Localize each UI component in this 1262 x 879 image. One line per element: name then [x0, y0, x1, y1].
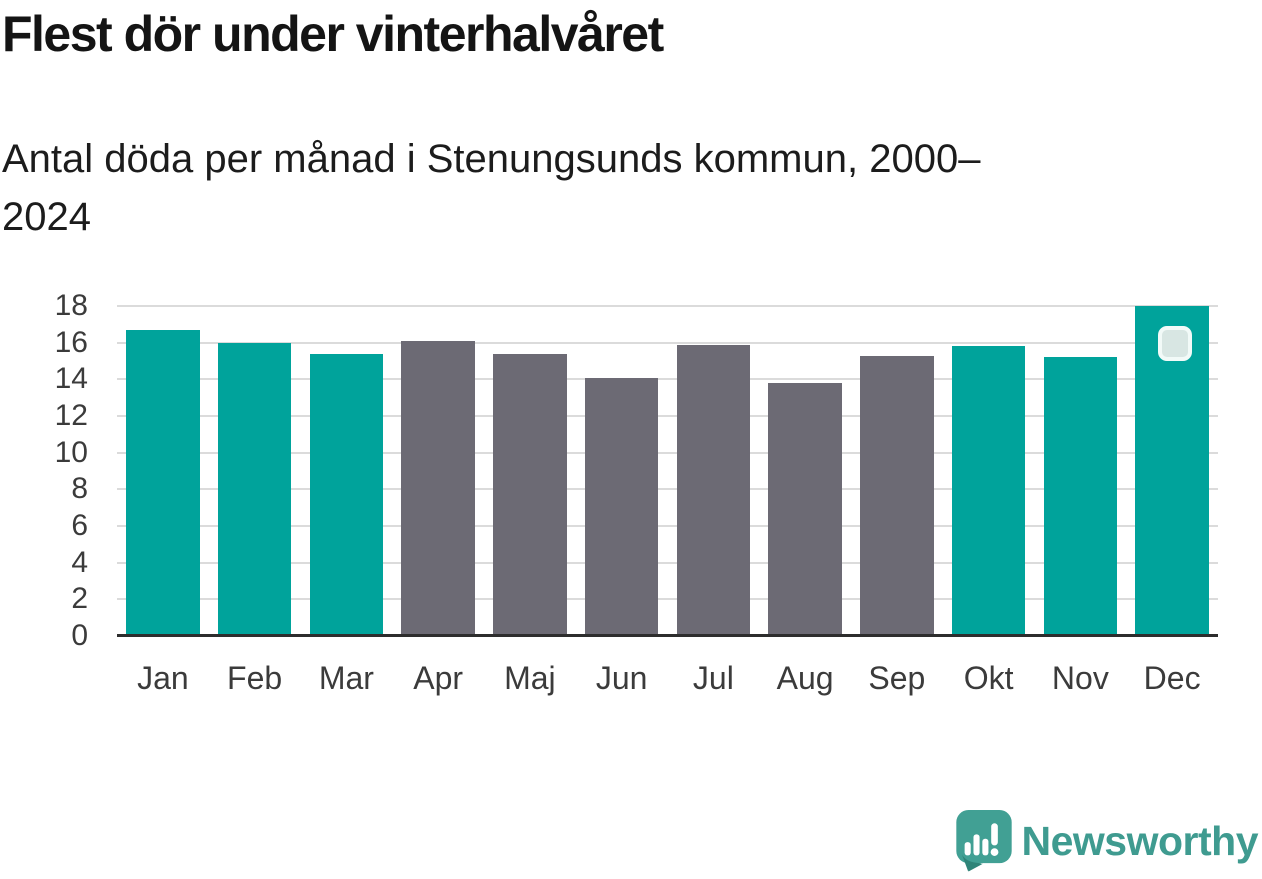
x-tick-label-apr: Apr	[413, 660, 464, 696]
x-tick-label-maj: Maj	[504, 660, 556, 696]
bar-series	[117, 306, 1218, 636]
x-tick-label-jul: Jul	[692, 660, 734, 696]
x-tick-label-mar: Mar	[318, 660, 374, 696]
gridline-y-6	[117, 525, 1218, 527]
bar-jul	[676, 344, 751, 636]
x-tick-label-aug: Aug	[776, 660, 834, 696]
gridline-y-8	[117, 488, 1218, 491]
bar-cell-jan	[117, 306, 209, 636]
y-tick-label-0: 0	[71, 619, 88, 652]
y-tick-label-18: 18	[54, 289, 88, 322]
bar-mar	[309, 353, 384, 636]
gridline-y-18	[117, 305, 1218, 307]
bar-cell-mar	[301, 306, 393, 636]
x-tick-label-jan: Jan	[137, 660, 189, 696]
bar-feb	[217, 342, 292, 636]
x-axis-line	[117, 634, 1218, 637]
bar-nov	[1043, 357, 1118, 636]
y-tick-label-4: 4	[71, 545, 88, 579]
gridline-y-14	[117, 378, 1218, 381]
rounded-square-marker	[1158, 326, 1193, 361]
y-tick-label-12: 12	[54, 399, 88, 432]
newsworthy-wordmark: Newsworthy	[1021, 817, 1259, 864]
bar-cell-dec	[1126, 306, 1218, 636]
bar-sep	[860, 355, 934, 636]
gridline-y-10	[117, 451, 1218, 454]
bar-cell-jun	[576, 306, 668, 636]
y-tick-label-10: 10	[54, 435, 88, 469]
chart-title: Flest dör under vinterhalvåret	[2, 6, 664, 62]
y-tick-label-6: 6	[71, 509, 88, 542]
bar-aug	[768, 383, 842, 636]
plot-area	[117, 305, 1218, 637]
bar-cell-maj	[484, 306, 576, 636]
gridline-y-4	[117, 561, 1218, 564]
bar-cell-apr	[392, 306, 484, 636]
gridline-y-16	[117, 341, 1218, 344]
newsworthy-speech-bubble-chart-icon	[955, 810, 1012, 872]
bar-cell-okt	[943, 306, 1035, 636]
bar-cell-jul	[668, 306, 760, 636]
y-tick-label-8: 8	[71, 472, 88, 506]
chart-subtitle: Antal döda per månad i Stenungsunds komm…	[2, 137, 981, 239]
bar-cell-sep	[851, 306, 943, 636]
y-tick-label-14: 14	[54, 362, 88, 396]
bar-jan	[126, 329, 200, 636]
x-tick-label-dec: Dec	[1143, 660, 1201, 696]
bar-cell-nov	[1035, 306, 1127, 636]
gridline-y-2	[117, 598, 1218, 601]
bar-jun	[584, 377, 659, 636]
x-tick-label-nov: Nov	[1051, 660, 1109, 696]
bar-apr	[401, 340, 475, 636]
bar-okt	[951, 346, 1026, 636]
x-tick-label-sep: Sep	[868, 660, 926, 696]
bar-dec	[1135, 306, 1209, 636]
y-tick-label-16: 16	[54, 325, 88, 359]
x-tick-label-okt: Okt	[963, 660, 1014, 696]
newsworthy-logo: Newsworthy	[955, 810, 1259, 872]
bar-cell-aug	[759, 306, 851, 636]
bar-cell-feb	[209, 306, 301, 636]
x-tick-label-jun: Jun	[595, 660, 648, 696]
y-tick-label-2: 2	[71, 582, 88, 616]
bar-maj	[493, 353, 567, 636]
x-tick-label-feb: Feb	[227, 660, 283, 696]
gridline-y-12	[117, 415, 1218, 417]
